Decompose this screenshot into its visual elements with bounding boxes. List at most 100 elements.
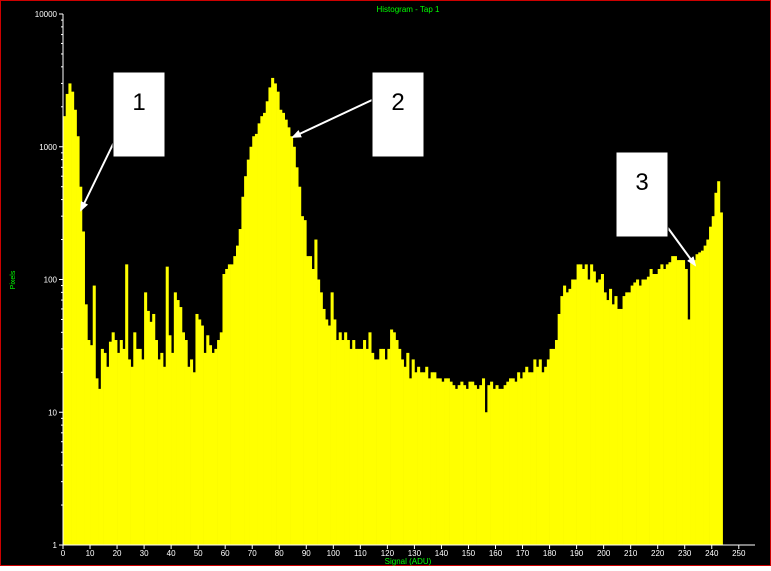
histogram-bar [573,279,577,545]
histogram-bar [419,372,423,545]
x-tick-label: 150 [462,549,476,558]
histogram-bar [427,378,431,545]
histogram-bar [522,372,526,545]
histogram-bar [617,308,621,545]
y-tick-label: 10 [48,408,57,417]
histogram-bar [417,366,421,545]
histogram-bar [233,256,237,545]
histogram-bar [165,266,169,545]
histogram-bar [149,321,153,545]
histogram-bar [441,381,445,545]
histogram-bar [571,279,575,545]
histogram-bar [268,87,272,545]
histogram-bar [87,340,91,545]
histogram-bar [73,109,77,545]
histogram-bar [65,93,69,546]
histogram-bar [95,378,99,545]
histogram-bar [200,325,204,545]
histogram-bar [295,167,299,545]
histogram-bar [511,378,515,545]
histogram-bar [603,292,607,545]
histogram-bar [152,313,156,545]
histogram-bar [684,268,688,545]
histogram-bar [308,256,313,545]
histogram-bar [703,245,707,546]
x-tick-label: 230 [678,549,692,558]
histogram-bar [492,388,496,545]
histogram-bar [517,372,521,545]
x-tick-label: 100 [327,549,341,558]
histogram-bar [590,264,594,545]
histogram-bar [287,127,291,545]
histogram-bar [100,348,104,545]
histogram-bar [579,264,583,545]
histogram-bar [376,359,380,545]
histogram-bar [657,268,661,545]
histogram-bar [103,352,107,545]
histogram-bar [671,256,675,545]
histogram-bar [654,274,659,545]
histogram-bar [638,285,642,545]
histogram-bar [679,260,683,545]
histogram-bar [395,340,399,545]
histogram-bar [290,136,294,546]
histogram-bar [84,304,88,545]
histogram-bar [387,348,391,545]
histogram-bar [222,274,226,545]
histogram-bar [600,274,604,545]
histogram-bar [584,264,588,545]
histogram-bar [176,300,180,545]
histogram-bar [236,245,240,546]
histogram-bar [519,378,523,545]
histogram-bar [595,282,599,545]
histogram-bar [311,268,315,545]
histogram-bar [252,136,256,546]
histogram-bar [668,262,672,545]
x-tick-label: 130 [408,549,422,558]
histogram-bar [346,340,350,545]
histogram-bar [709,226,713,546]
histogram-bar [352,340,356,545]
x-axis-label: Signal (ADU) [385,557,432,566]
histogram-bar [90,345,94,545]
histogram-bar [211,352,215,545]
histogram-bar [422,372,426,545]
histogram-bar [244,176,248,545]
histogram-bar [333,319,337,545]
histogram-bar [265,101,269,545]
histogram-bar [454,388,458,545]
x-tick-label: 60 [221,549,230,558]
histogram-bar [141,359,145,545]
histogram-bar [663,268,667,545]
annotation-box [112,71,166,158]
histogram-bar [157,359,161,545]
histogram-bar [325,319,329,545]
x-tick-label: 240 [705,549,719,558]
histogram-bar [487,385,491,545]
histogram-bar [249,146,253,545]
histogram-bar [336,340,340,545]
histogram-bar [498,388,502,545]
histogram-bar [479,385,483,545]
histogram-bar [460,381,464,545]
histogram-bar [306,256,310,545]
histogram-bar [530,372,534,545]
histogram-bar [463,385,467,545]
histogram-bar [706,239,710,546]
histogram-bar [125,264,129,545]
histogram-bar [503,385,507,545]
x-tick-label: 0 [61,549,66,558]
histogram-bar [403,366,407,545]
histogram-bar [406,352,410,545]
histogram-bar [533,359,537,545]
histogram-bar [168,335,172,545]
histogram-bar [276,91,280,545]
histogram-bar [363,340,367,545]
histogram-bar [636,279,640,545]
histogram-bar [646,276,650,545]
histogram-bar [609,288,613,545]
y-tick-label: 1000 [39,143,57,152]
histogram-bar [560,296,564,545]
histogram-bar [384,359,388,545]
